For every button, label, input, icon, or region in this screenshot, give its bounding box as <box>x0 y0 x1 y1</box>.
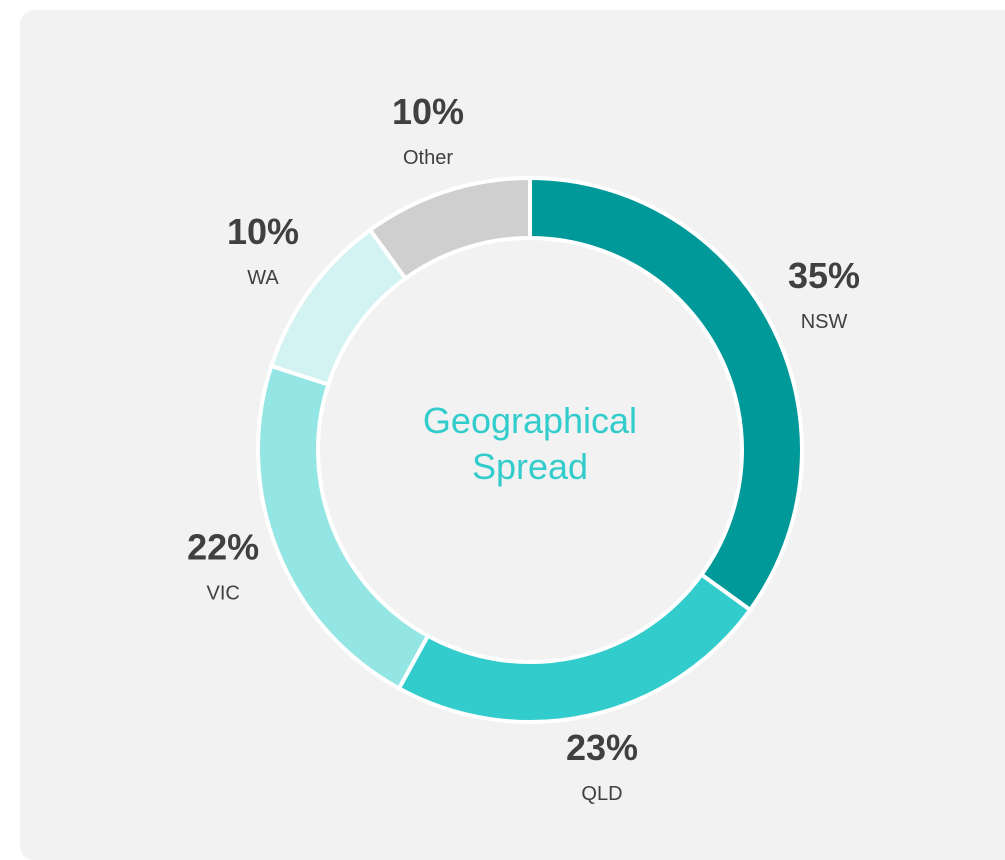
donut-segment <box>528 175 804 613</box>
value-label: 10% <box>392 91 464 132</box>
category-label: NSW <box>801 311 848 333</box>
center-title: Geographical Spread <box>422 400 638 487</box>
donut-segment <box>367 175 532 282</box>
category-label: Other <box>403 147 453 169</box>
value-label: 22% <box>187 526 259 567</box>
category-label: WA <box>247 267 279 289</box>
value-label: 10% <box>227 211 299 252</box>
value-label: 35% <box>788 255 860 296</box>
category-label: QLD <box>581 783 622 805</box>
donut-segment <box>396 571 753 724</box>
category-label: VIC <box>207 582 240 604</box>
value-label: 23% <box>566 727 638 768</box>
